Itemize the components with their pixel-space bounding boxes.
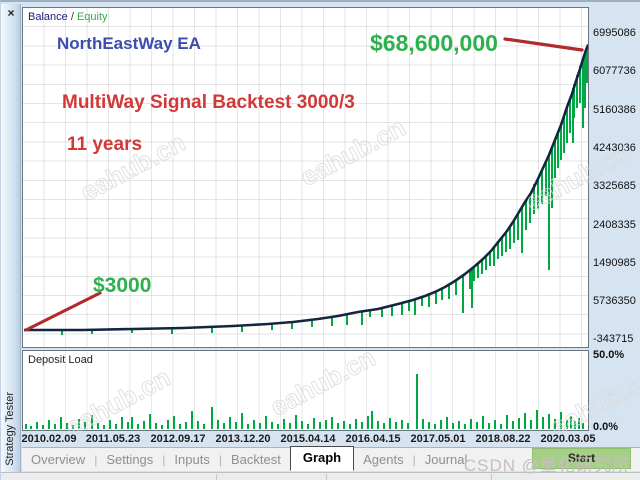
tab-separator: | [412, 452, 416, 467]
annotation-initial-deposit: $3000 [93, 274, 152, 297]
deposit-max-label: 50.0% [593, 349, 625, 361]
bottom-toolbar-strip [1, 472, 640, 480]
x-axis-label: 2011.05.23 [85, 433, 141, 445]
y-axis-label: 1490985 [593, 257, 636, 269]
y-axis-label: 6077736 [593, 65, 636, 77]
start-button[interactable]: Start [532, 448, 631, 469]
tab-separator: | [94, 452, 98, 467]
legend-equity: Equity [76, 11, 108, 23]
x-axis-label: 2018.08.22 [475, 433, 531, 445]
y-axis-label: 2408335 [593, 219, 636, 231]
tab-graph[interactable]: Graph [289, 445, 355, 471]
close-icon[interactable]: × [7, 6, 15, 20]
annotation-ea-name: NorthEastWay EA [57, 34, 201, 53]
strip-divider [326, 474, 327, 480]
legend-balance: Balance [28, 11, 68, 23]
strip-divider [216, 474, 217, 480]
tab-inputs[interactable]: Inputs [174, 452, 210, 467]
y-axis-label: 5160386 [593, 104, 636, 116]
tab-backtest[interactable]: Backtest [230, 452, 281, 467]
tab-settings[interactable]: Settings [106, 452, 154, 467]
deposit-load-label: Deposit Load [28, 354, 93, 366]
deposit-load-panel: Deposit Load [22, 350, 589, 431]
x-axis-label: 2015.04.14 [280, 433, 336, 445]
y-axis-label: 6995086 [593, 27, 636, 39]
y-axis-label: 5736350 [593, 295, 636, 307]
deposit-min-label: 0.0% [593, 421, 619, 433]
x-axis-label: 2013.12.20 [215, 433, 271, 445]
chart-legend: Balance / Equity [28, 11, 108, 23]
panel-title: Strategy Tester [4, 392, 16, 466]
x-axis-label: 2010.02.09 [21, 433, 77, 445]
tab-agents[interactable]: Agents [363, 452, 404, 467]
y-axis-label: 4243036 [593, 142, 636, 154]
tab-separator: | [218, 452, 222, 467]
tab-overview[interactable]: Overview [31, 452, 86, 467]
y-axis-label: -343715 [593, 333, 634, 345]
tab-journal[interactable]: Journal [424, 452, 468, 467]
y-axis-label: 3325685 [593, 180, 636, 192]
annotation-duration: 11 years [67, 134, 143, 155]
x-axis-label: 2017.05.01 [410, 433, 466, 445]
x-axis-label: 2016.04.15 [345, 433, 401, 445]
strip-divider [491, 474, 492, 480]
tab-separator: | [162, 452, 166, 467]
panel-caption-bar[interactable]: × Strategy Tester [1, 4, 21, 472]
x-axis-label: 2020.03.05 [540, 433, 596, 445]
x-axis-label: 2012.09.17 [150, 433, 206, 445]
annotation-final-balance: $68,600,000 [370, 30, 498, 56]
legend-separator: / [67, 11, 77, 23]
balance-curve-svg [24, 37, 588, 335]
balance-chart-panel: Balance / Equity NorthEastWay EA $68,600… [22, 7, 589, 348]
deposit-bars-svg [25, 374, 584, 429]
annotation-backtest-title: MultiWay Signal Backtest 3000/3 [62, 92, 355, 113]
